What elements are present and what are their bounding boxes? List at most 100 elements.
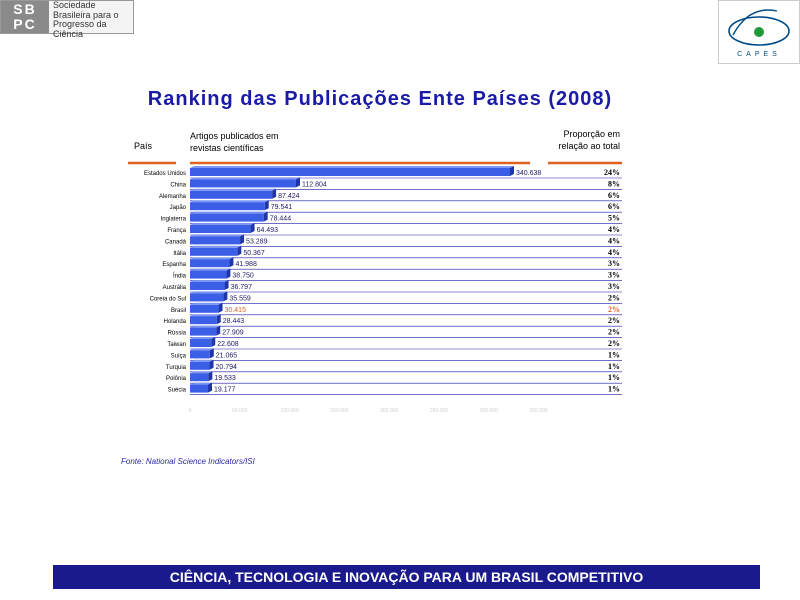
category-label: Espanha [162, 262, 186, 268]
bar [190, 225, 251, 233]
bar-top-face [190, 223, 255, 225]
category-label: Estados Unidos [144, 171, 186, 177]
value-label: 50.367 [243, 250, 265, 257]
bar-side-face [240, 234, 245, 245]
bar-top-face [190, 359, 214, 362]
x-tick-label: 300.000 [480, 408, 498, 414]
value-label: 53.289 [246, 238, 268, 245]
value-label: 20.794 [216, 364, 238, 371]
share-label: 24% [604, 168, 620, 177]
bar-top-face [190, 302, 223, 305]
category-label: Inglaterra [161, 217, 187, 223]
category-label: Holanda [164, 319, 187, 325]
bar [190, 213, 264, 222]
category-label: Brasil [171, 308, 186, 314]
bar [190, 168, 510, 176]
x-tick-label: 200.000 [380, 408, 398, 414]
value-label: 21.065 [216, 352, 238, 359]
bar-top-face [190, 188, 277, 191]
value-label: 27.909 [222, 330, 244, 337]
bar [190, 316, 217, 325]
bar-top-face [190, 200, 269, 203]
category-label: Rússia [168, 331, 187, 337]
bar [190, 327, 217, 336]
share-label: 1% [608, 385, 620, 394]
bar [190, 339, 212, 347]
bar [190, 247, 238, 256]
category-label: Taiwan [167, 342, 186, 348]
bar-side-face [208, 371, 213, 382]
bar-side-face [216, 314, 221, 325]
capes-emblem-icon [728, 9, 790, 46]
category-label: Austrália [163, 285, 187, 291]
bar-top-face [190, 291, 228, 294]
x-tick-label: 250.000 [430, 408, 448, 414]
share-label: 3% [608, 259, 620, 268]
category-label: Canadá [165, 239, 187, 245]
bar-top-face [190, 371, 213, 374]
value-label: 87.424 [278, 193, 300, 200]
category-label: Índia [173, 273, 187, 280]
bar [190, 179, 296, 188]
value-label: 19.177 [214, 387, 236, 394]
category-label: Alemanha [159, 194, 187, 200]
bar-side-face [250, 223, 255, 233]
share-label: 1% [608, 350, 620, 359]
bar-side-face [218, 302, 223, 313]
capes-logo-text: CAPES [737, 51, 781, 58]
bar [190, 373, 209, 382]
bar-top-face [190, 177, 300, 180]
category-label: França [167, 228, 186, 234]
value-label: 35.559 [229, 295, 251, 302]
share-label: 2% [608, 293, 620, 302]
share-label: 2% [608, 339, 620, 348]
share-label: 6% [608, 191, 620, 200]
value-label: 19.533 [214, 375, 236, 382]
share-label: 4% [608, 225, 620, 234]
bar-top-face [190, 211, 268, 214]
category-label: Suíça [171, 353, 187, 359]
value-label: 78.444 [270, 216, 292, 223]
bar-side-face [295, 177, 300, 188]
capes-logo: CAPES [718, 0, 800, 64]
bar [190, 293, 224, 302]
bar-top-face [190, 166, 514, 168]
bar [190, 190, 273, 199]
sbpc-logo: SB PC Sociedade Brasileira para o Progre… [0, 0, 134, 38]
bar-side-face [263, 211, 268, 222]
bar-top-face [190, 257, 234, 260]
category-label: Coreia do Sul [150, 296, 186, 302]
bar-side-face [209, 348, 214, 359]
share-label: 3% [608, 282, 620, 291]
value-label: 79.541 [271, 204, 293, 211]
share-label: 2% [608, 305, 620, 314]
x-tick-label: 50.000 [232, 408, 248, 414]
sbpc-logo-text: Sociedade Brasileira para o Progresso da… [53, 0, 119, 39]
bar-side-face [223, 291, 228, 302]
share-label: 4% [608, 248, 620, 257]
bar-side-face [229, 257, 234, 268]
bar [190, 304, 219, 313]
column-header-articles: Artigos publicados em revistas científic… [190, 131, 279, 153]
share-label: 6% [608, 202, 620, 211]
value-label: 41.988 [235, 261, 257, 268]
bar-side-face [226, 268, 231, 279]
category-label: Polônia [166, 376, 187, 382]
bar-top-face [190, 245, 242, 248]
bar [190, 202, 265, 211]
value-label: 64.493 [257, 227, 279, 234]
bar [190, 259, 230, 268]
bar-top-face [190, 280, 229, 282]
bar-side-face [216, 325, 221, 336]
bar-top-face [190, 348, 214, 351]
x-tick-label: 350.000 [529, 408, 547, 414]
value-label: 112.804 [302, 181, 327, 188]
x-tick-label: 100.000 [281, 408, 299, 414]
bar [190, 350, 210, 359]
category-label: Turquia [166, 365, 187, 371]
bar-top-face [190, 382, 213, 385]
bar-side-face [211, 337, 216, 347]
value-label: 38.750 [232, 273, 254, 280]
bar-top-face [190, 314, 221, 317]
bar [190, 384, 209, 393]
